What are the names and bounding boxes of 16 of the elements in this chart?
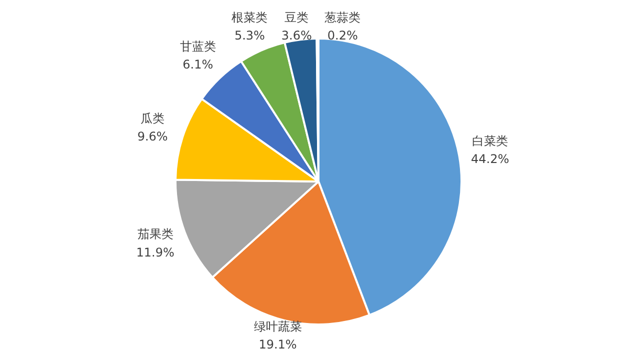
slice-label: 葱蒜类 [324,10,361,24]
slice-label: 绿叶蔬菜 [254,319,302,334]
data-label: 19.1% [258,338,297,352]
data-label: 5.3% [234,28,265,43]
slice-label: 根菜类 [232,10,268,24]
slice-label: 甘蓝类 [180,39,216,54]
data-label: 44.2% [471,152,510,166]
slice-label: 白菜类 [472,134,508,148]
slice-label: 豆类 [284,10,309,24]
data-label: 0.2% [327,28,358,43]
data-label: 9.6% [137,130,168,144]
data-label: 3.6% [281,28,312,43]
data-label: 11.9% [136,245,174,260]
data-label: 6.1% [182,58,214,72]
slice-label: 茄果类 [137,227,174,242]
slice-label: 瓜类 [140,111,165,126]
